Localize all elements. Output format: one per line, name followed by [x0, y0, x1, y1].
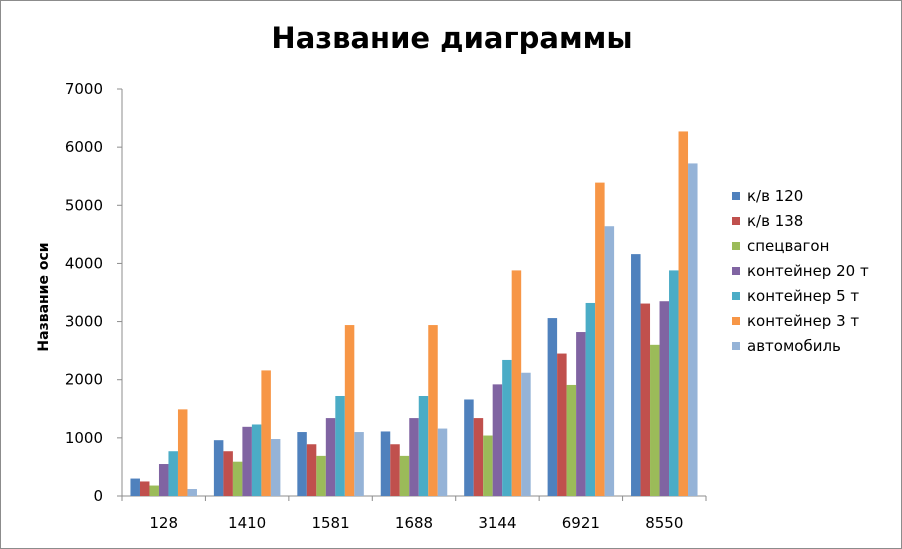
- bar: [521, 372, 531, 496]
- legend-label: контейнер 3 т: [747, 311, 860, 330]
- legend-swatch: [732, 241, 740, 250]
- legend-swatch: [732, 266, 740, 275]
- bar: [678, 131, 689, 497]
- bar: [149, 485, 159, 496]
- bar: [557, 353, 567, 496]
- x-tick-label: 3144: [478, 514, 516, 532]
- legend-swatch: [732, 341, 740, 350]
- bar: [335, 395, 345, 496]
- bar: [297, 432, 307, 496]
- legend-swatch: [732, 216, 740, 225]
- y-axis-ticks: 0 1000 2000 3000 4000 5000 6000 7000: [65, 80, 122, 505]
- bar: [354, 432, 364, 496]
- bar: [390, 444, 400, 496]
- bar: [158, 464, 169, 496]
- bar: [437, 428, 448, 496]
- bar: [316, 455, 326, 496]
- legend-label: контейнер 5 т: [747, 286, 860, 305]
- bar: [325, 418, 336, 496]
- bars: [130, 131, 698, 497]
- legend-label: к/в 120: [747, 186, 804, 205]
- bar: [511, 270, 522, 496]
- legend: к/в 120 к/в 138 спецвагон контейнер 20 т кон…: [732, 183, 869, 358]
- y-tick-label: 4000: [65, 254, 103, 272]
- legend-item: автомобиль: [732, 333, 869, 358]
- bar: [631, 254, 641, 496]
- y-tick-label: 2000: [65, 371, 103, 389]
- bar: [502, 359, 512, 496]
- bar: [492, 384, 503, 496]
- legend-label: контейнер 20 т: [747, 261, 869, 280]
- bar: [213, 440, 224, 496]
- legend-label: спецвагон: [747, 236, 830, 255]
- bar: [380, 431, 391, 496]
- bar: [650, 344, 660, 496]
- legend-item: контейнер 3 т: [732, 308, 869, 333]
- bar: [242, 426, 252, 496]
- y-tick-label: 0: [93, 487, 103, 505]
- bar: [585, 302, 596, 496]
- bar: [604, 226, 615, 496]
- x-tick-label: 1688: [395, 514, 433, 532]
- x-tick-label: 1410: [228, 514, 266, 532]
- y-axis-title: Название оси: [36, 242, 52, 351]
- legend-item: контейнер 20 т: [732, 258, 869, 283]
- bar: [270, 439, 281, 496]
- x-tick-label: 128: [149, 514, 178, 532]
- bar: [168, 451, 178, 496]
- bar: [464, 399, 474, 496]
- y-tick-label: 5000: [65, 196, 103, 214]
- bar: [566, 384, 577, 496]
- bar: [177, 409, 188, 496]
- bar: [473, 418, 484, 496]
- bar: [418, 395, 429, 496]
- legend-label: автомобиль: [747, 336, 841, 355]
- chart-title: Название диаграммы: [271, 21, 633, 55]
- bar: [547, 318, 558, 496]
- bar: [130, 478, 140, 496]
- bar: [261, 370, 271, 496]
- x-tick-label: 1581: [311, 514, 349, 532]
- y-tick-label: 3000: [65, 313, 103, 331]
- bar: [483, 435, 493, 496]
- legend-item: к/в 138: [732, 208, 869, 233]
- legend-item: контейнер 5 т: [732, 283, 869, 308]
- bar: [223, 451, 233, 496]
- legend-item: к/в 120: [732, 183, 869, 208]
- legend-label: к/в 138: [747, 211, 804, 230]
- bar: [669, 270, 679, 496]
- bar: [595, 182, 605, 497]
- x-tick-label: 8550: [645, 514, 683, 532]
- bar: [428, 325, 438, 496]
- legend-swatch: [732, 291, 740, 300]
- y-tick-label: 1000: [65, 429, 103, 447]
- y-tick-label: 7000: [65, 80, 103, 98]
- bar: [139, 481, 150, 496]
- bar: [576, 332, 586, 496]
- legend-swatch: [732, 316, 740, 325]
- bar: [409, 418, 419, 496]
- bar: [232, 461, 243, 496]
- bar: [640, 303, 651, 496]
- bar: [399, 455, 410, 496]
- bar: [187, 489, 197, 496]
- bar: [344, 325, 355, 496]
- x-tick-label: 6921: [562, 514, 600, 532]
- x-axis-ticks: 128 1410 1581 1688 3144 6921 8550: [121, 496, 707, 532]
- bar: [306, 444, 317, 496]
- legend-swatch: [732, 191, 740, 200]
- y-tick-label: 6000: [65, 138, 103, 156]
- bar: [251, 424, 262, 496]
- bar: [659, 301, 670, 496]
- bar: [688, 163, 698, 496]
- legend-item: спецвагон: [732, 233, 869, 258]
